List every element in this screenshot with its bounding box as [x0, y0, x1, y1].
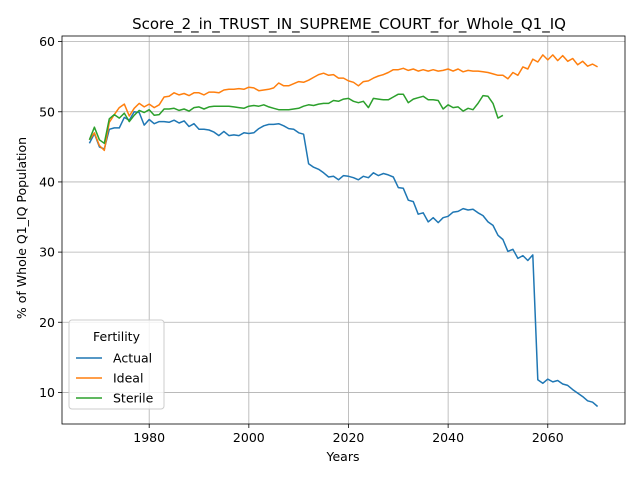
x-tick-label: 2000 [233, 430, 265, 445]
x-tick-label: 2060 [532, 430, 564, 445]
x-axis-label: Years [326, 449, 360, 464]
x-tick-label: 1980 [133, 430, 165, 445]
legend-label-ideal: Ideal [113, 371, 143, 386]
y-axis-ticks: 10 20 30 40 50 60 [39, 34, 62, 400]
series-lines [88, 54, 599, 408]
legend-label-sterile: Sterile [113, 391, 154, 406]
series-line-ideal [88, 54, 598, 152]
x-tick-label: 2020 [333, 430, 365, 445]
chart-title: Score_2_in_TRUST_IN_SUPREME_COURT_for_Wh… [132, 15, 566, 34]
plot-frame [61, 35, 626, 425]
legend: Fertility Actual Ideal Sterile [68, 319, 165, 410]
y-tick-label: 60 [39, 34, 55, 49]
y-axis-label: % of Whole Q1_IQ Population [14, 137, 29, 319]
x-tick-label: 2040 [432, 430, 464, 445]
y-tick-label: 40 [39, 174, 55, 189]
series-line-actual [88, 111, 599, 408]
y-tick-label: 50 [39, 104, 55, 119]
y-tick-label: 30 [39, 245, 55, 260]
series-line-sterile [88, 93, 504, 145]
x-axis-ticks: 1980 2000 2020 2040 2060 [133, 424, 564, 445]
legend-title: Fertility [93, 329, 141, 344]
y-tick-label: 20 [39, 315, 55, 330]
legend-box [68, 319, 165, 410]
legend-label-actual: Actual [113, 351, 152, 366]
y-tick-label: 10 [39, 385, 55, 400]
